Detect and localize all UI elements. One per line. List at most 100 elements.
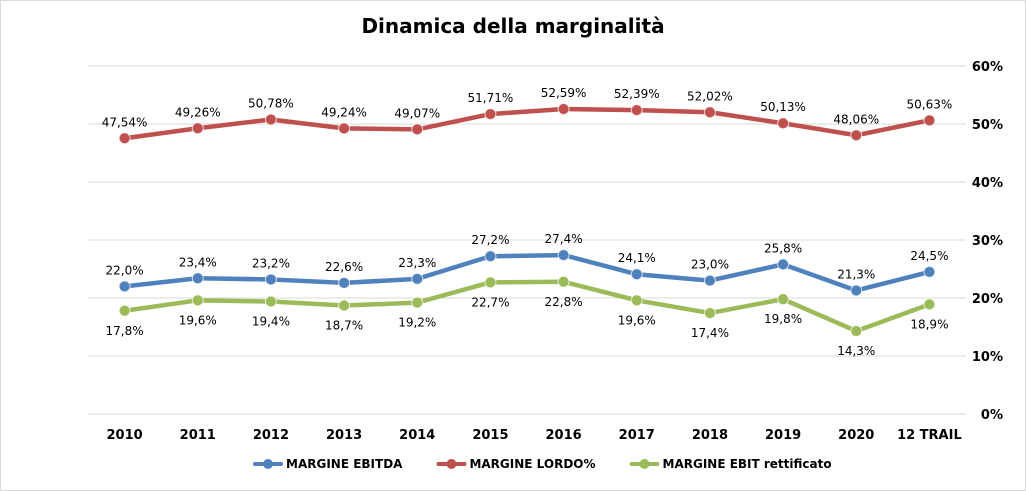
x-tick-label: 2011	[180, 428, 216, 443]
data-label: 14,3%	[837, 344, 875, 358]
data-label: 23,2%	[252, 256, 290, 270]
data-label: 22,8%	[545, 295, 583, 309]
data-label: 52,39%	[614, 87, 660, 101]
data-point	[777, 258, 790, 271]
y-tick-label: 0%	[981, 408, 1003, 423]
data-point	[850, 129, 863, 142]
x-tick-label: 2016	[545, 428, 581, 443]
data-label: 22,0%	[106, 263, 144, 277]
data-label: 50,13%	[760, 100, 806, 114]
data-label: 23,0%	[691, 258, 729, 272]
series-line	[122, 252, 932, 293]
data-label: 17,8%	[106, 324, 144, 338]
data-label: 27,2%	[471, 233, 509, 247]
x-tick-label: 2015	[472, 428, 508, 443]
data-point	[630, 268, 643, 281]
x-tick-label: 2014	[399, 428, 435, 443]
data-label: 19,8%	[764, 312, 802, 326]
data-label: 24,5%	[910, 249, 948, 263]
y-tick-label: 20%	[972, 292, 1003, 307]
data-label: 48,06%	[833, 112, 879, 126]
y-tick-label: 10%	[972, 350, 1003, 365]
x-tick-label: 2019	[765, 428, 801, 443]
data-point	[191, 122, 204, 135]
chart-title: Dinamica della marginalità	[361, 14, 665, 38]
data-point	[484, 250, 497, 263]
x-tick-label: 2020	[838, 428, 874, 443]
data-point	[411, 272, 424, 285]
data-point	[630, 294, 643, 307]
data-point	[484, 276, 497, 289]
data-label: 23,3%	[398, 256, 436, 270]
data-label: 19,6%	[618, 313, 656, 327]
data-point	[923, 298, 936, 311]
data-label: 21,3%	[837, 267, 875, 281]
data-label: 18,9%	[910, 317, 948, 331]
data-label: 19,4%	[252, 314, 290, 328]
series-group: 22,0% 23,4% 23,2% 22,6% 23,3% 27,2% 27,4% 24,1%…	[102, 86, 953, 358]
legend-swatch-marker	[639, 459, 650, 469]
data-point	[118, 280, 131, 293]
data-label: 49,07%	[394, 106, 440, 120]
series-margine-ebitda: 22,0% 23,4% 23,2% 22,6% 23,3% 27,2% 27,4% 24,1%…	[106, 232, 948, 297]
legend-swatch-marker	[446, 459, 457, 469]
data-point	[338, 276, 351, 289]
legend-label: MARGINE EBITDA	[286, 457, 403, 471]
data-label: 24,1%	[618, 251, 656, 265]
data-point	[703, 307, 716, 320]
data-point	[411, 123, 424, 136]
data-label: 18,7%	[325, 319, 363, 333]
x-tick-label: 2010	[106, 428, 142, 443]
data-label: 22,6%	[325, 260, 363, 274]
data-label: 23,4%	[179, 255, 217, 269]
series-line	[122, 279, 932, 334]
data-label: 27,4%	[545, 232, 583, 246]
series-line	[122, 106, 932, 141]
data-label: 52,02%	[687, 89, 733, 103]
data-point	[557, 102, 570, 115]
data-point	[118, 132, 131, 145]
data-label: 50,63%	[907, 97, 953, 111]
y-tick-label: 50%	[972, 118, 1003, 133]
legend-label: MARGINE EBIT rettificato	[663, 457, 832, 471]
data-label: 51,71%	[468, 91, 514, 105]
data-point	[777, 117, 790, 130]
x-tick-label: 2013	[326, 428, 362, 443]
data-point	[630, 104, 643, 117]
legend-swatch-marker	[263, 459, 273, 469]
data-label: 19,6%	[179, 313, 217, 327]
data-label: 47,54%	[102, 115, 148, 129]
x-tick-label: 2018	[692, 428, 728, 443]
data-point	[923, 114, 936, 127]
legend-item-margine-ebit-rettificato: MARGINE EBIT rettificato	[629, 457, 832, 471]
y-tick-label: 40%	[972, 176, 1003, 191]
data-label: 52,59%	[541, 86, 587, 100]
data-point	[557, 275, 570, 288]
data-label: 25,8%	[764, 241, 802, 255]
data-point	[118, 304, 131, 317]
data-point	[411, 296, 424, 309]
legend-item-margine-ebitda: MARGINE EBITDA	[253, 457, 403, 471]
y-axis: 0% 10% 20% 30% 40% 50% 60%	[972, 60, 1003, 423]
data-point	[264, 295, 277, 308]
data-point	[191, 272, 204, 285]
data-point	[850, 325, 863, 338]
legend-label: MARGINE LORDO%	[469, 457, 595, 471]
data-label: 50,78%	[248, 96, 294, 110]
data-point	[923, 265, 936, 278]
legend-item-margine-lordo: MARGINE LORDO%	[436, 457, 596, 471]
y-tick-label: 30%	[972, 234, 1003, 249]
data-label: 22,7%	[471, 295, 509, 309]
legend: MARGINE EBITDA MARGINE LORDO% MARGINE EBIT…	[253, 457, 832, 471]
x-tick-label: 2017	[619, 428, 655, 443]
data-label: 17,4%	[691, 326, 729, 340]
x-tick-label: 2012	[253, 428, 289, 443]
data-point	[264, 273, 277, 286]
data-label: 19,2%	[398, 316, 436, 330]
data-point	[777, 293, 790, 306]
data-point	[703, 274, 716, 287]
data-point	[264, 113, 277, 126]
series-margine-ebit-rettificato: 17,8% 19,6% 19,4% 18,7% 19,2% 22,7% 22,8% 19,6%…	[106, 275, 948, 358]
series-margine-lordo: 47,54% 49,26% 50,78% 49,24% 49,07% 51,71% 52,5…	[102, 86, 953, 145]
